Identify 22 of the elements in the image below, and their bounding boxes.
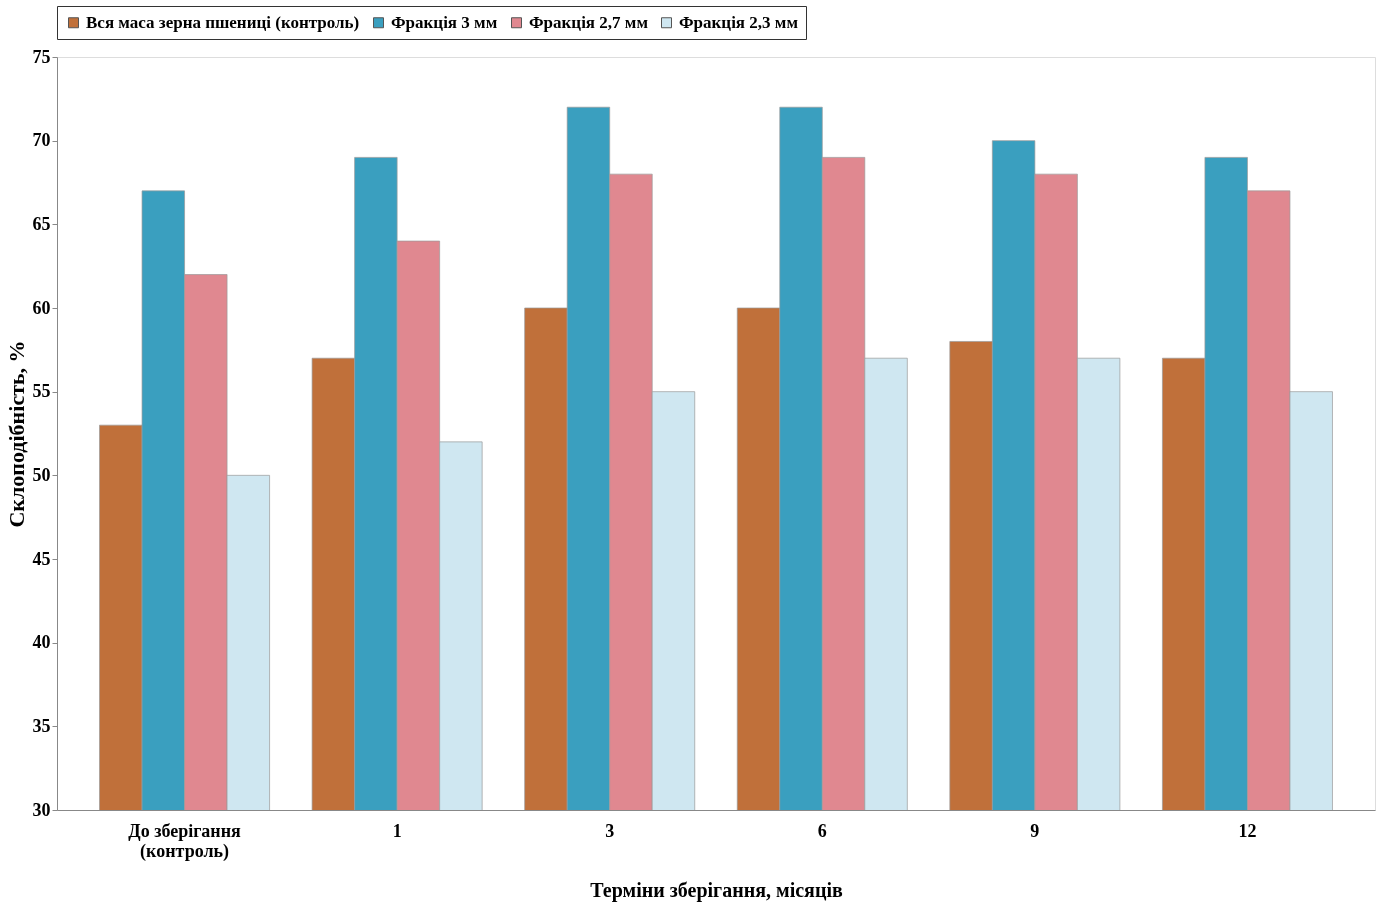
y-tick-label: 70	[32, 130, 51, 151]
x-tick-label: 12	[1238, 820, 1257, 841]
y-tick-label: 55	[32, 381, 51, 402]
x-tick-label: 6	[817, 820, 827, 841]
y-axis-title: Склоподібність, %	[3, 340, 29, 528]
x-tick-label: 9	[1030, 820, 1040, 841]
legend-label: Фракція 2,7 мм	[529, 12, 649, 32]
y-tick-label: 45	[32, 548, 51, 569]
x-axis-title: Терміни зберігання, місяців	[590, 878, 843, 902]
y-tick-label: 60	[32, 297, 51, 318]
y-tick-label: 30	[32, 799, 51, 820]
x-tick-label: 1	[392, 820, 402, 841]
y-tick-label: 65	[32, 213, 51, 234]
y-tick-label: 75	[32, 46, 51, 67]
y-tick-label: 35	[32, 715, 51, 736]
y-tick-label: 40	[32, 632, 51, 653]
legend-label: Фракція 2,3 мм	[679, 12, 799, 32]
legend-label: Фракція 3 мм	[391, 12, 498, 32]
x-tick-label: До зберігання (контроль)	[128, 820, 242, 862]
y-tick-label: 50	[32, 464, 51, 485]
x-tick-label: 3	[605, 820, 615, 841]
legend-label: Вся маса зерна пшениці (контроль)	[86, 12, 360, 32]
